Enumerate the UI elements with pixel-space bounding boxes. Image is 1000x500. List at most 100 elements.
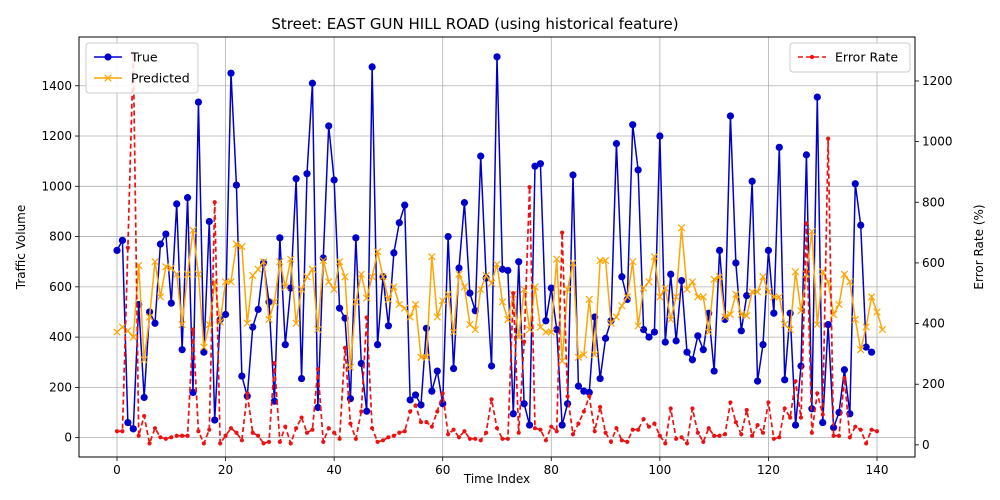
- point-error-rate: [842, 376, 847, 381]
- point-error-rate: [212, 200, 217, 205]
- point-true: [612, 139, 621, 148]
- point-predicted: [243, 319, 252, 328]
- point-true: [601, 334, 610, 342]
- point-error-rate: [505, 436, 510, 441]
- point-predicted: [156, 293, 165, 301]
- point-error-rate: [522, 339, 527, 344]
- point-error-rate: [158, 435, 163, 440]
- point-predicted: [286, 255, 295, 263]
- x-tick-label: 120: [757, 463, 780, 477]
- point-error-rate: [185, 433, 190, 438]
- point-true: [618, 273, 626, 281]
- point-predicted: [710, 275, 718, 284]
- point-predicted: [270, 298, 279, 306]
- point-true: [232, 181, 241, 189]
- point-true: [487, 362, 496, 370]
- point-predicted: [694, 293, 702, 301]
- point-predicted: [406, 313, 414, 321]
- point-true: [249, 323, 257, 331]
- point-true: [433, 367, 441, 375]
- point-true: [118, 236, 127, 244]
- point-predicted: [395, 300, 404, 309]
- point-error-rate: [315, 366, 320, 372]
- point-true: [303, 170, 311, 178]
- point-error-rate: [332, 430, 337, 435]
- point-error-rate: [858, 427, 863, 432]
- point-predicted: [449, 328, 458, 336]
- point-predicted: [352, 298, 360, 306]
- point-true: [455, 264, 463, 272]
- point-predicted: [357, 270, 366, 278]
- point-error-rate: [766, 400, 771, 405]
- point-true: [677, 276, 686, 285]
- point-true: [200, 348, 208, 356]
- point-error-rate: [625, 439, 630, 444]
- point-error-rate: [256, 433, 261, 438]
- point-true: [726, 112, 735, 120]
- point-true: [270, 397, 279, 405]
- point-true: [460, 199, 469, 207]
- y-tick-label: 200: [49, 380, 72, 394]
- point-true: [151, 319, 159, 327]
- series-layer: [113, 51, 887, 447]
- point-error-rate: [565, 394, 570, 399]
- point-predicted: [292, 319, 300, 328]
- point-predicted: [878, 325, 887, 334]
- y-tick-label: 1200: [41, 129, 72, 143]
- point-true: [493, 53, 501, 61]
- point-true: [840, 366, 849, 374]
- x-tick-label: 40: [327, 463, 342, 477]
- point-predicted: [688, 278, 697, 286]
- point-true: [129, 425, 137, 433]
- y-tick-label: 1400: [41, 79, 72, 93]
- point-error-rate: [288, 441, 293, 446]
- x-tick-label: 80: [544, 463, 559, 477]
- point-error-rate: [180, 433, 185, 438]
- point-true: [211, 416, 219, 424]
- point-error-rate: [375, 439, 380, 444]
- point-true: [384, 322, 393, 330]
- point-predicted: [753, 288, 762, 296]
- point-error-rate: [201, 441, 206, 446]
- point-predicted: [775, 293, 784, 301]
- point-true: [368, 63, 376, 71]
- point-error-rate: [239, 438, 244, 443]
- point-predicted: [194, 270, 203, 278]
- point-error-rate: [869, 427, 874, 432]
- point-predicted: [840, 270, 849, 278]
- point-predicted: [422, 353, 431, 361]
- point-error-rate: [793, 379, 798, 384]
- series-line-predicted: [116, 227, 884, 368]
- point-true: [770, 309, 778, 317]
- point-predicted: [335, 257, 344, 266]
- point-error-rate: [136, 433, 141, 438]
- point-predicted: [460, 283, 469, 291]
- y2-tick-label: 0: [922, 438, 930, 452]
- point-true: [444, 232, 452, 241]
- point-predicted: [574, 353, 583, 361]
- point-true: [851, 180, 859, 188]
- point-true: [759, 341, 767, 349]
- point-error-rate: [359, 409, 364, 414]
- point-predicted: [433, 313, 442, 321]
- point-error-rate: [386, 435, 391, 440]
- point-true: [629, 121, 637, 129]
- point-predicted: [732, 290, 740, 299]
- point-error-rate: [788, 415, 793, 420]
- point-error-rate: [494, 426, 500, 431]
- point-predicted: [542, 328, 550, 336]
- point-predicted: [167, 264, 176, 272]
- point-error-rate: [424, 420, 429, 425]
- point-error-rate: [283, 424, 288, 429]
- point-predicted: [601, 256, 610, 265]
- point-error-rate: [592, 429, 597, 434]
- point-true: [395, 219, 403, 227]
- point-error-rate: [587, 394, 592, 399]
- point-error-rate: [310, 427, 315, 432]
- point-error-rate: [277, 439, 282, 444]
- point-error-rate: [608, 439, 614, 444]
- point-true: [667, 270, 675, 278]
- point-true: [753, 377, 762, 385]
- point-predicted: [259, 257, 268, 266]
- point-error-rate: [532, 426, 538, 431]
